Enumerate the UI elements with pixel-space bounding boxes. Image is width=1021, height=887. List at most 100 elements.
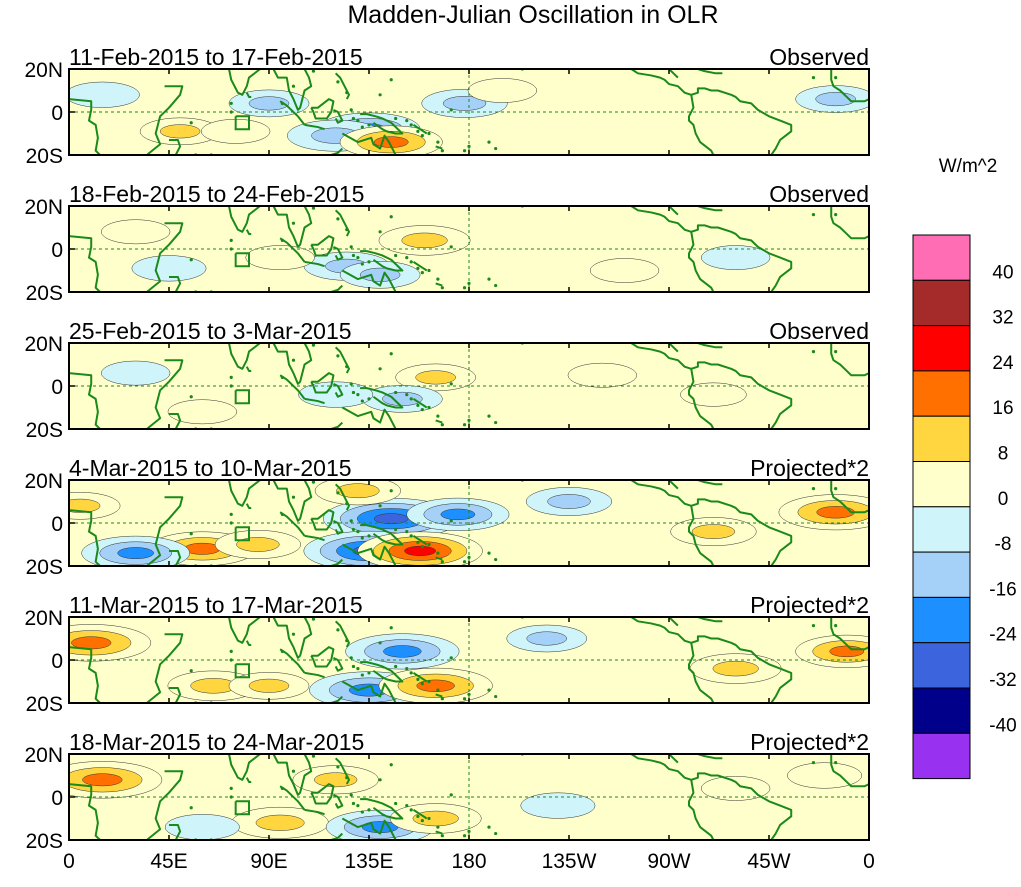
anomaly-contour <box>164 814 240 840</box>
y-tick-label: 20N <box>24 470 63 493</box>
region-box <box>234 115 250 131</box>
x-tick-label: 90W <box>647 850 690 873</box>
panel: 20N 0 20S 25-Feb-2015 to 3-Mar-2015 Observed <box>24 318 870 442</box>
coastline <box>682 754 723 760</box>
island-marker <box>405 256 409 260</box>
coastline <box>322 284 344 292</box>
island-marker <box>394 116 398 121</box>
coastline <box>146 85 184 155</box>
anomaly-contour <box>248 678 290 693</box>
coastline <box>435 282 443 287</box>
island-marker <box>449 245 453 249</box>
island-marker <box>336 628 340 632</box>
coastline <box>682 343 723 349</box>
island-marker <box>349 245 353 249</box>
coastline <box>69 509 101 566</box>
coastline <box>228 617 261 644</box>
island-marker <box>311 343 316 347</box>
island-marker <box>356 804 360 808</box>
coastline <box>341 269 397 292</box>
coastline <box>310 646 335 668</box>
panel-label: Projected*2 <box>750 592 869 618</box>
coastline <box>333 245 344 261</box>
panels: 20N 0 20S 11-Feb-2015 to 17-Feb-2015 Observe… <box>24 44 870 853</box>
panel-label: Projected*2 <box>750 729 869 755</box>
y-tick-label: 20S <box>26 830 63 853</box>
coastline <box>830 343 869 377</box>
coastline <box>334 72 350 100</box>
island-marker <box>834 624 838 628</box>
colorbar-label: -24 <box>989 625 1017 646</box>
island-marker <box>462 834 467 838</box>
colorbar-swatch <box>912 461 971 508</box>
island-marker <box>811 487 816 491</box>
colorbar-swatch <box>912 551 971 598</box>
anomaly-contour <box>248 96 290 111</box>
coastline <box>630 480 793 566</box>
island-marker <box>427 268 431 273</box>
island-marker <box>394 527 398 532</box>
panel-dates: 11-Feb-2015 to 17-Feb-2015 <box>69 44 363 70</box>
coastline <box>682 69 723 75</box>
coastline <box>146 633 184 703</box>
coastline <box>341 817 397 840</box>
island-marker <box>356 119 360 123</box>
region-box <box>234 526 250 542</box>
anomaly-contour <box>520 792 596 819</box>
island-marker <box>360 125 364 129</box>
island-marker <box>336 80 340 84</box>
island-marker <box>811 761 816 765</box>
coastline <box>310 372 335 394</box>
y-tick-label: 20S <box>26 145 63 168</box>
island-marker <box>311 69 316 73</box>
coastline <box>830 206 869 240</box>
coastline <box>341 406 397 429</box>
island-marker <box>427 405 431 410</box>
anomaly-contour <box>412 810 459 827</box>
island-marker <box>467 555 471 559</box>
anomaly-contour <box>69 81 140 108</box>
island-marker <box>367 397 371 401</box>
island-marker <box>345 91 349 95</box>
island-marker <box>394 801 398 806</box>
coastline <box>668 69 679 79</box>
island-marker <box>189 258 193 262</box>
colorbar-swatch <box>912 370 971 417</box>
island-marker <box>189 532 193 536</box>
island-marker <box>367 808 371 812</box>
island-marker <box>349 108 353 112</box>
y-tick-label: 0 <box>51 102 63 125</box>
colorbar-label: -40 <box>989 715 1016 736</box>
anomaly-contour <box>159 124 201 139</box>
coastline <box>272 206 313 248</box>
island-marker <box>189 395 193 399</box>
coastline <box>435 556 443 561</box>
island-marker <box>389 78 393 82</box>
coastline <box>688 505 715 566</box>
island-marker <box>356 530 360 534</box>
anomaly-contour <box>255 814 305 831</box>
colorbar: 40 32 24 16 8 0 -8 -16 -24 -32 -40 <box>912 234 1017 780</box>
island-marker <box>467 144 471 148</box>
colorbar-swatch <box>912 506 971 553</box>
y-tick-label: 20S <box>26 693 63 716</box>
anomaly-contour <box>101 219 171 245</box>
anomaly-contour <box>589 258 660 283</box>
y-tick-label: 0 <box>51 787 63 810</box>
island-marker <box>280 101 284 105</box>
coastline <box>412 261 428 272</box>
coastline <box>169 549 182 566</box>
colorbar-swatch <box>912 732 971 780</box>
island-marker <box>345 502 349 506</box>
island-marker <box>356 256 360 260</box>
coastline <box>668 343 679 353</box>
island-marker <box>356 667 360 671</box>
island-marker <box>811 350 816 354</box>
island-marker <box>420 408 424 412</box>
island-marker <box>409 397 413 401</box>
anomaly-contour <box>701 776 771 801</box>
coastline <box>830 480 869 514</box>
island-marker <box>378 367 382 371</box>
island-marker <box>834 213 838 217</box>
